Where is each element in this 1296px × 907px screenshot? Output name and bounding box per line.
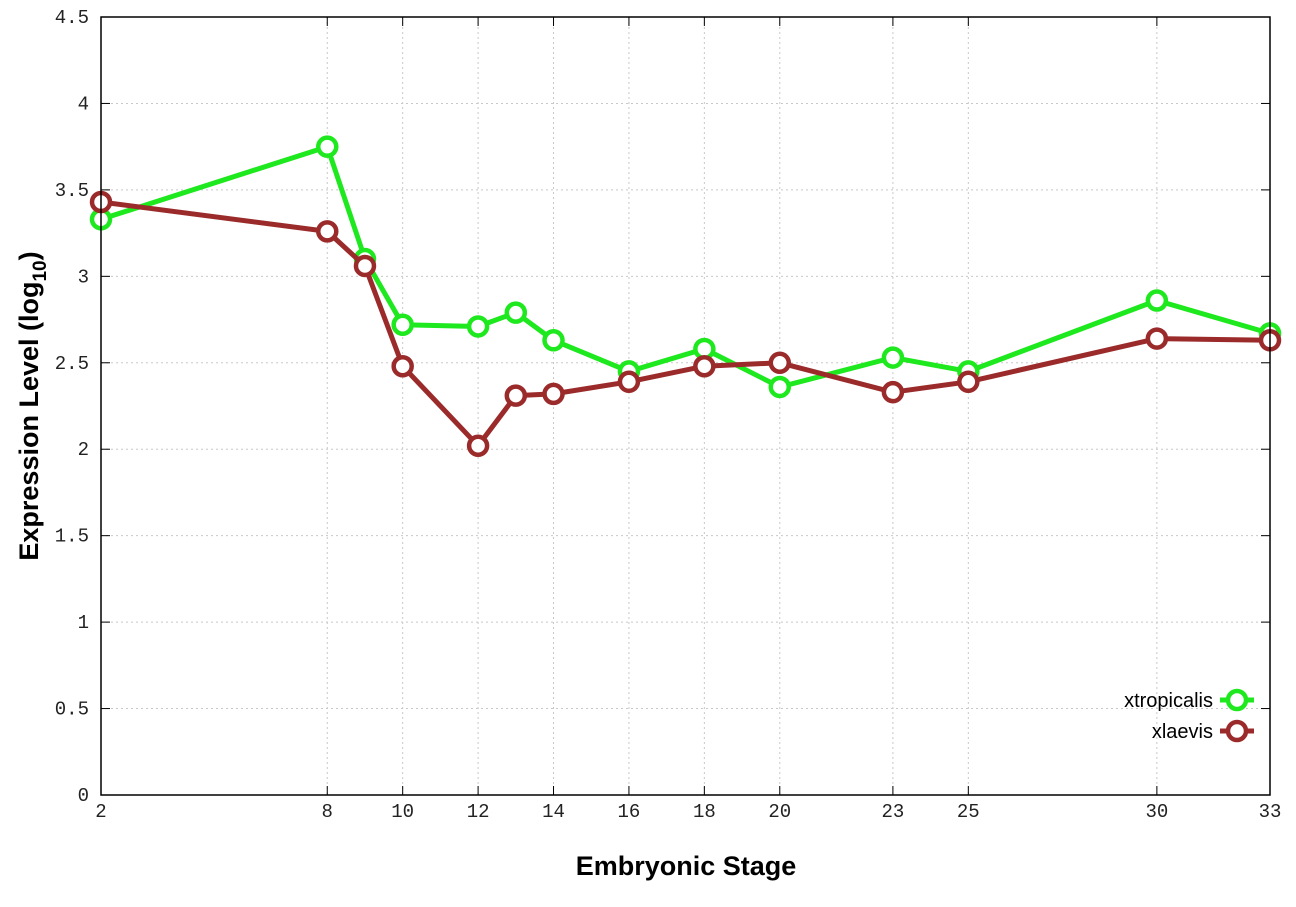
data-point [504, 384, 528, 407]
data-point [881, 346, 905, 369]
y-axis-title-main: Expression Level (log [14, 282, 44, 561]
y-tick-label: 4.5 [55, 7, 89, 29]
data-point [353, 254, 377, 278]
legend-label: xtropicalis [1124, 690, 1213, 712]
y-tick-label: 3 [78, 266, 89, 288]
data-point [391, 354, 414, 378]
x-tick-labels: 2 8 10 12 14 16 18 20 23 25 30 33 [95, 801, 1281, 823]
y-tick-label: 3.5 [55, 180, 89, 202]
x-axis-title: Embryonic Stage [576, 851, 797, 881]
grid [101, 17, 1270, 795]
data-point [504, 301, 528, 324]
x-tick-label: 8 [322, 801, 333, 823]
x-tick-label: 18 [693, 801, 716, 823]
data-point [1145, 327, 1169, 350]
data-point [316, 135, 339, 158]
tick-marks [100, 16, 1271, 796]
data-point [391, 313, 414, 336]
x-tick-label: 30 [1145, 801, 1168, 823]
data-point [466, 434, 490, 458]
legend-label: xlaevis [1152, 721, 1213, 743]
data-point [542, 382, 565, 406]
x-tick-label: 2 [95, 801, 106, 823]
data-point [466, 315, 490, 338]
data-point [693, 354, 716, 378]
x-tick-label: 20 [768, 801, 791, 823]
data-point [768, 375, 792, 399]
x-tick-label: 23 [881, 801, 904, 823]
data-point [542, 329, 565, 352]
x-tick-label: 14 [542, 801, 565, 823]
legend-marker [1225, 688, 1249, 712]
x-tick-label: 25 [957, 801, 980, 823]
data-point [768, 351, 792, 375]
x-tick-label: 33 [1259, 801, 1282, 823]
series-xtropicalis [89, 135, 1282, 399]
y-axis-title-subscript: 10 [30, 260, 51, 281]
x-tick-label: 12 [467, 801, 490, 823]
data-point [316, 220, 339, 243]
y-tick-label: 2 [78, 439, 89, 461]
series-group [89, 135, 1282, 458]
y-tick-label: 1.5 [55, 526, 89, 548]
x-tick-label: 10 [391, 801, 414, 823]
y-tick-label: 0.5 [55, 699, 89, 721]
plot-frame [100, 16, 1271, 796]
data-point [617, 370, 641, 394]
y-axis-title: Expression Level (log10) [14, 251, 51, 560]
data-point [881, 380, 905, 404]
legend-marker [1225, 719, 1249, 743]
y-tick-label: 1 [78, 612, 89, 634]
y-tick-label: 0 [78, 785, 89, 807]
y-tick-label: 4 [78, 93, 89, 115]
y-axis-title-close: ) [14, 251, 44, 260]
y-tick-labels: 0 0.5 1 1.5 2 2.5 3 3.5 4 4.5 [55, 7, 89, 807]
y-tick-label: 2.5 [55, 353, 89, 375]
series-line [100, 199, 1271, 449]
x-tick-label: 16 [618, 801, 641, 823]
legend: xtropicalis xlaevis [1124, 688, 1254, 743]
data-point [1145, 289, 1169, 312]
data-point [957, 370, 980, 394]
